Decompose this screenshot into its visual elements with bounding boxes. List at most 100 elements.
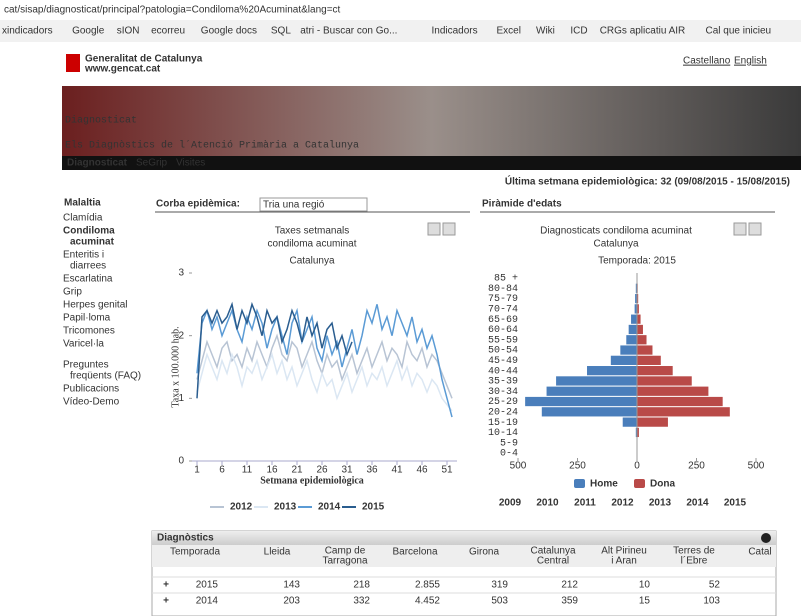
sidebar-item[interactable]: Enteritis i <box>63 250 104 261</box>
org-site: www.gencat.cat <box>84 64 161 75</box>
bookmark[interactable]: sION <box>117 26 140 37</box>
y-tick-label: 5-9 <box>500 438 518 449</box>
table-header: Catal <box>748 547 771 558</box>
sidebar-heading: Malaltia <box>64 198 101 209</box>
collapse-button[interactable] <box>761 533 771 543</box>
table-cell: 218 <box>353 580 370 591</box>
bookmark[interactable]: atri - Buscar con Go... <box>300 26 397 37</box>
table-cell: 212 <box>561 580 578 591</box>
table-header: Central <box>537 556 569 567</box>
bookmark[interactable]: Excel <box>497 26 521 37</box>
year-label[interactable]: 2011 <box>574 498 596 509</box>
y-tick-label: 50-54 <box>488 346 518 357</box>
year-label[interactable]: 2010 <box>536 498 559 509</box>
print-button[interactable] <box>734 223 746 235</box>
sidebar-item[interactable]: Condiloma <box>63 226 115 237</box>
bookmark[interactable]: ICD <box>570 26 587 37</box>
bookmark[interactable]: xindicadors <box>2 26 53 37</box>
chart-title: condiloma acuminat <box>268 239 357 250</box>
download-button[interactable] <box>443 223 455 235</box>
table-header: i Aran <box>611 556 637 567</box>
pyramid-bar <box>637 325 643 334</box>
sidebar-item[interactable]: freqüents (FAQ) <box>70 371 141 382</box>
bookmark[interactable]: Wiki <box>536 26 555 37</box>
bookmark[interactable]: ecorreu <box>151 26 185 37</box>
sidebar-item[interactable]: diarrees <box>70 261 106 272</box>
sidebar-item[interactable]: Papil·loma <box>63 313 111 324</box>
nav-link[interactable]: SeGrip <box>136 158 168 169</box>
table-cell: 332 <box>353 596 370 607</box>
legend-label[interactable]: Dona <box>650 479 675 490</box>
table-cell: 203 <box>283 596 300 607</box>
table-cell[interactable]: + <box>163 596 169 607</box>
screen: cat/sisap/diagnosticat/principal?patolog… <box>0 0 801 616</box>
legend-label[interactable]: Home <box>590 479 618 490</box>
legend-label[interactable]: 2012 <box>230 502 253 513</box>
bookmark[interactable]: Indicadors <box>432 26 478 37</box>
y-tick-label: 0-4 <box>500 449 518 460</box>
nav-link[interactable]: Diagnosticat <box>67 158 128 169</box>
y-tick-label: 25-29 <box>488 397 518 408</box>
year-label[interactable]: 2009 <box>499 498 522 509</box>
year-label[interactable]: 2012 <box>611 498 634 509</box>
sidebar-item[interactable]: Clamídia <box>63 213 103 224</box>
legend-swatch <box>634 479 645 488</box>
pyramid-bar <box>637 417 668 426</box>
table-header: Lleida <box>264 547 291 558</box>
table-header: Barcelona <box>392 547 437 558</box>
sidebar-item[interactable]: Herpes genital <box>63 300 127 311</box>
nav-link[interactable]: Visites <box>176 158 205 169</box>
year-label[interactable]: 2013 <box>649 498 672 509</box>
sidebar-item[interactable]: Grip <box>63 287 82 298</box>
nav-bar <box>62 156 801 170</box>
table-cell: 52 <box>709 580 721 591</box>
table-cell: 2.855 <box>415 580 440 591</box>
y-tick-label: 80-84 <box>488 284 518 295</box>
chart-title: Catalunya <box>593 239 638 250</box>
y-tick-label: 40-44 <box>488 366 518 377</box>
x-tick-label: 250 <box>569 461 586 472</box>
table-cell[interactable]: + <box>163 580 169 591</box>
sidebar-item[interactable]: Vídeo-Demo <box>63 397 120 408</box>
site-title: Diagnosticat <box>65 115 137 127</box>
pyramid-bar <box>637 356 661 365</box>
logo <box>66 54 80 72</box>
table-cell: 4.452 <box>415 596 440 607</box>
table-cell: 503 <box>491 596 508 607</box>
select-text[interactable]: Tria una regió <box>263 200 325 211</box>
table-header: Temporada <box>170 547 220 558</box>
language-link[interactable]: Castellano <box>683 56 731 67</box>
download-button[interactable] <box>749 223 761 235</box>
bookmark[interactable]: Google docs <box>201 26 257 37</box>
legend-label[interactable]: 2015 <box>362 502 385 513</box>
sidebar-item[interactable]: Varicel·la <box>63 339 104 350</box>
bookmark[interactable]: Google <box>72 26 105 37</box>
print-button[interactable] <box>428 223 440 235</box>
chart-subtitle: Temporada: 2015 <box>598 256 676 267</box>
x-tick-label: 500 <box>510 461 527 472</box>
sidebar-item[interactable]: Preguntes <box>63 360 109 371</box>
table-cell: 359 <box>561 596 578 607</box>
pyramid-bar <box>637 366 673 375</box>
bookmark[interactable]: Cal que inicieu <box>706 26 772 37</box>
legend-label[interactable]: 2013 <box>274 502 297 513</box>
sidebar-item[interactable]: Tricomones <box>63 326 115 337</box>
legend-swatch <box>574 479 585 488</box>
y-tick-label: 1 <box>178 393 184 404</box>
pyramid-bar <box>620 345 637 354</box>
x-tick-label: 500 <box>748 461 765 472</box>
chart-title: Diagnosticats condiloma acuminat <box>540 226 692 237</box>
language-link[interactable]: English <box>734 56 767 67</box>
year-label[interactable]: 2014 <box>686 498 709 509</box>
x-tick-label: 250 <box>688 461 705 472</box>
bookmark[interactable]: CRGs aplicatiu AIR <box>600 26 686 37</box>
sidebar-item[interactable]: Escarlatina <box>63 274 113 285</box>
section-heading: Corba epidèmica: <box>156 199 240 210</box>
bookmark[interactable]: SQL <box>271 26 291 37</box>
sidebar-item[interactable]: acuminat <box>70 237 115 248</box>
table-cell: 2015 <box>196 580 219 591</box>
legend-label[interactable]: 2014 <box>318 502 341 513</box>
sidebar-item[interactable]: Publicacions <box>63 384 119 395</box>
year-label[interactable]: 2015 <box>724 498 747 509</box>
y-tick-label: 0 <box>178 456 184 467</box>
